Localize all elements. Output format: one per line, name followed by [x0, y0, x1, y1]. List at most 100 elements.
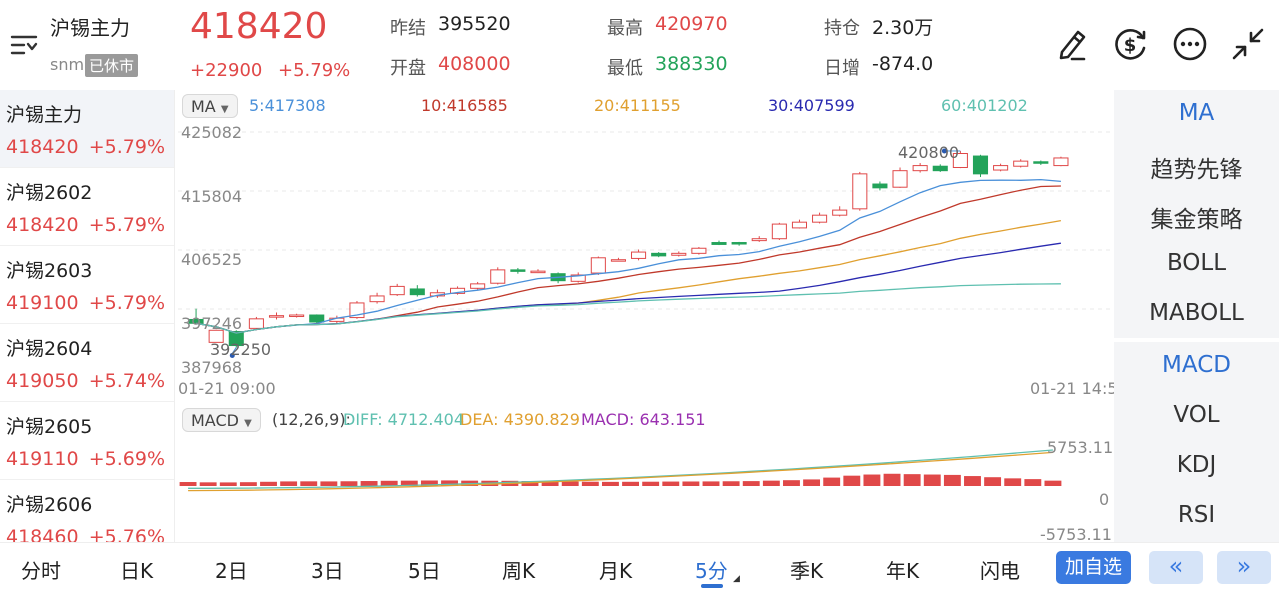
- caret-down-icon: ▼: [220, 104, 229, 115]
- active-tab-underline: [701, 584, 723, 588]
- macd-bar: [1044, 480, 1062, 486]
- indicator-rsi[interactable]: RSI: [1177, 502, 1216, 528]
- menu-icon[interactable]: [10, 32, 40, 58]
- candle-body: [852, 173, 868, 210]
- tab-yearly[interactable]: 年K: [886, 559, 920, 583]
- ma10-line: [195, 185, 1061, 334]
- candle-body: [1053, 157, 1069, 167]
- candle-body: [731, 242, 747, 245]
- ma30-value: 30:407599: [768, 96, 855, 115]
- contract-item-main[interactable]: 沪锡主力 418420 +5.79%: [0, 90, 174, 168]
- contract-item-2603[interactable]: 沪锡2603 419100 +5.79%: [0, 246, 174, 324]
- macd-bar: [702, 481, 720, 486]
- dea-line: [188, 451, 1053, 492]
- macd-bar: [783, 480, 800, 486]
- low-marker-dot: [229, 352, 235, 358]
- contract-item-2602[interactable]: 沪锡2602 418420 +5.79%: [0, 168, 174, 246]
- contract-item-2606[interactable]: 沪锡2606 418460 +5.76%: [0, 480, 174, 542]
- y-tick-label: 406525: [181, 250, 243, 269]
- candle-body: [691, 247, 707, 254]
- tab-5min[interactable]: 5分: [695, 559, 728, 583]
- contract-price: 419100: [6, 292, 79, 314]
- high-marker-dot: [941, 148, 947, 154]
- indicator-ma[interactable]: MA: [1178, 100, 1215, 126]
- macd-bar: [883, 473, 901, 486]
- indicator-maboll[interactable]: MABOLL: [1149, 300, 1244, 326]
- scroll-right-button[interactable]: »: [1217, 551, 1271, 584]
- candle-body: [892, 170, 908, 188]
- scroll-left-button[interactable]: «: [1149, 551, 1203, 584]
- tab-weekly[interactable]: 周K: [502, 559, 536, 583]
- macd-bar: [823, 477, 841, 486]
- macd-bar: [521, 481, 539, 486]
- price-change: +22900: [190, 60, 263, 81]
- indicator-kdj[interactable]: KDJ: [1176, 452, 1217, 478]
- indicator-capital-strategy[interactable]: 集金策略: [1150, 207, 1243, 233]
- contract-item-2605[interactable]: 沪锡2605 419110 +5.69%: [0, 402, 174, 480]
- candle-body: [972, 155, 989, 175]
- collapse-icon[interactable]: [1228, 24, 1268, 64]
- candle-body: [812, 214, 828, 223]
- tab-5day[interactable]: 5日: [408, 559, 441, 583]
- ma30-line: [195, 242, 1061, 334]
- tab-quarterly[interactable]: 季K: [790, 559, 824, 583]
- tab-intraday[interactable]: 分时: [21, 559, 61, 583]
- candle-body: [751, 238, 767, 242]
- macd-bar: [280, 481, 298, 486]
- macd-bar: [722, 481, 740, 486]
- add-to-watchlist-button[interactable]: 加自选: [1056, 551, 1131, 584]
- kline-chart[interactable]: [178, 120, 1114, 382]
- macd-selector[interactable]: MACD ▼: [182, 408, 261, 432]
- macd-chart[interactable]: [178, 432, 1114, 542]
- indicator-trend-pioneer[interactable]: 趋势先锋: [1150, 157, 1243, 183]
- stat-label-high: 最高: [607, 18, 643, 39]
- contract-price: 418420: [6, 136, 79, 158]
- tab-daily[interactable]: 日K: [120, 559, 154, 583]
- ma-selector[interactable]: MA ▼: [182, 94, 238, 118]
- candle-body: [952, 153, 968, 168]
- candle-body: [872, 183, 888, 189]
- candle-body: [711, 242, 727, 245]
- macd-bar: [541, 481, 559, 486]
- macd-y-tick-label: -5753.11: [1040, 525, 1112, 544]
- macd-hist-value: MACD: 643.151: [581, 410, 706, 429]
- macd-dea-value: DEA: 4390.829: [460, 410, 580, 429]
- ma-selector-label: MA: [191, 97, 216, 116]
- macd-bar: [622, 481, 640, 486]
- tab-3day[interactable]: 3日: [311, 559, 344, 583]
- currency-exchange-icon[interactable]: $: [1110, 24, 1150, 64]
- contract-pct: +5.79%: [88, 292, 165, 314]
- contract-name: 沪锡2603: [6, 260, 93, 282]
- macd-bar: [300, 481, 318, 486]
- candle-body: [671, 252, 687, 256]
- candle-body: [530, 270, 546, 274]
- price-change-pct: +5.79%: [278, 60, 351, 81]
- stat-value-prev-settle: 395520: [438, 13, 511, 35]
- contract-name: 沪锡2605: [6, 416, 93, 438]
- double-chevron-left-icon: «: [1168, 552, 1184, 580]
- contract-name: 沪锡2604: [6, 338, 93, 360]
- indicator-macd[interactable]: MACD: [1162, 352, 1231, 378]
- macd-bar: [380, 480, 398, 486]
- contract-price: 418420: [6, 214, 79, 236]
- pen-icon[interactable]: [1052, 24, 1092, 64]
- candle-body: [449, 287, 466, 294]
- indicator-vol[interactable]: VOL: [1173, 402, 1220, 428]
- contract-item-2604[interactable]: 沪锡2604 419050 +5.74%: [0, 324, 174, 402]
- low-annotation-label: 392250: [210, 340, 272, 359]
- y-tick-label: 387968: [181, 358, 243, 377]
- macd-bar: [320, 481, 338, 486]
- instrument-code: snm: [50, 55, 85, 74]
- contract-price: 419050: [6, 370, 79, 392]
- macd-bar: [199, 482, 217, 486]
- indicator-boll[interactable]: BOLL: [1166, 250, 1227, 276]
- candle-body: [268, 315, 285, 318]
- ma5-line: [195, 178, 1061, 334]
- candle-body: [912, 165, 928, 172]
- tab-monthly[interactable]: 月K: [599, 559, 633, 583]
- tab-flash[interactable]: 闪电: [980, 559, 1020, 583]
- more-icon[interactable]: [1170, 24, 1210, 64]
- macd-bar: [179, 482, 197, 486]
- macd-bar: [943, 474, 961, 486]
- tab-2day[interactable]: 2日: [215, 559, 248, 583]
